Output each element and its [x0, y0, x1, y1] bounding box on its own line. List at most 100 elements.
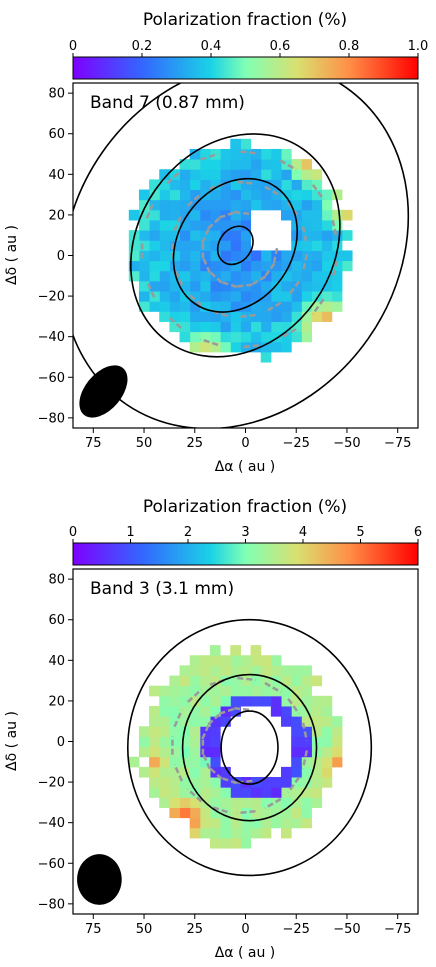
heatmap-cell	[189, 787, 201, 798]
polarization-vector	[173, 267, 184, 286]
heatmap-cell	[331, 209, 343, 221]
heatmap-cell	[149, 705, 160, 717]
heatmap-cell	[220, 655, 231, 666]
heatmap-cell	[149, 301, 160, 312]
polarization-vector	[166, 314, 182, 329]
heatmap-cell	[230, 260, 241, 272]
heatmap-cell	[250, 787, 262, 798]
heatmap-cell	[311, 675, 323, 687]
heatmap-cell	[230, 179, 241, 191]
heatmap-cell	[331, 219, 343, 231]
heatmap-cell	[189, 189, 201, 201]
x-tick-label: −75	[384, 436, 411, 451]
heatmap-cell	[199, 321, 211, 333]
heatmap-cell	[189, 260, 201, 272]
heatmap-cell	[270, 655, 282, 666]
heatmap-cell	[179, 189, 191, 201]
heatmap-cell	[230, 270, 241, 282]
heatmap-cell	[209, 756, 221, 768]
heatmap-cell	[199, 787, 211, 798]
heatmap-cell	[189, 301, 201, 312]
intensity-contour	[220, 710, 279, 785]
heatmap-cell	[179, 736, 191, 748]
heatmap-cell	[128, 756, 140, 768]
heatmap-cell	[169, 250, 181, 262]
heatmap-cell	[301, 787, 312, 798]
heatmap-cell	[220, 199, 231, 211]
polarization-vector	[219, 210, 238, 219]
heatmap-cell	[240, 250, 252, 262]
heatmap-cell	[199, 209, 211, 221]
heatmap-cell	[149, 179, 160, 191]
heatmap-cell	[281, 787, 292, 798]
polarization-vector	[201, 721, 211, 740]
heatmap-cell	[169, 321, 181, 333]
heatmap-cell	[311, 179, 323, 191]
heatmap-cell	[331, 240, 343, 251]
heatmap-cell	[209, 705, 221, 717]
heatmap-cell	[199, 766, 211, 778]
heatmap-cell	[321, 209, 333, 221]
heatmap-cell	[179, 665, 191, 677]
heatmap-cell	[250, 645, 262, 656]
y-tick-label: 80	[48, 87, 65, 102]
heatmap-cell	[281, 695, 292, 707]
heatmap-cell	[220, 675, 231, 687]
heatmap-cell	[291, 797, 302, 808]
polarization-vector	[207, 711, 223, 726]
heatmap-cell	[301, 797, 312, 808]
polarization-vector	[186, 688, 203, 703]
heatmap-cell	[209, 695, 221, 707]
heatmap-cell	[281, 199, 292, 211]
polarization-vector	[173, 763, 184, 782]
heatmap-cell	[331, 716, 343, 727]
heatmap-cell	[179, 179, 191, 191]
heatmap-cell	[291, 159, 302, 170]
heatmap-cell	[199, 169, 211, 180]
heatmap-cell	[179, 199, 191, 211]
heatmap-cell	[209, 807, 221, 819]
heatmap-cell	[199, 280, 211, 292]
heatmap-cell	[260, 179, 272, 191]
heatmap-cell	[149, 777, 160, 788]
heatmap-cell	[138, 250, 150, 262]
heatmap-cell	[169, 675, 181, 687]
heatmap-cell	[291, 766, 302, 778]
heatmap-cell	[169, 291, 181, 302]
heatmap-cell	[179, 270, 191, 282]
heatmap-cell	[250, 189, 262, 201]
heatmap-cell	[301, 766, 312, 778]
heatmap-cell	[260, 665, 272, 677]
heatmap-cell	[301, 230, 312, 241]
heatmap-cell	[159, 736, 170, 748]
heatmap-cell	[149, 766, 160, 778]
heatmap-cell	[209, 716, 221, 727]
heatmap-cell	[230, 787, 241, 798]
heatmap-cell	[260, 655, 272, 666]
heatmap-cell	[260, 695, 272, 707]
heatmap-cell	[169, 209, 181, 221]
heatmap-cell	[230, 311, 241, 322]
y-tick-label: −80	[38, 411, 65, 426]
heatmap-cell	[159, 209, 170, 221]
heatmap-cell	[179, 695, 191, 707]
heatmap-cell	[209, 189, 221, 201]
heatmap-cell	[220, 766, 231, 778]
heatmap-cell	[220, 179, 231, 191]
heatmap-cell	[281, 280, 292, 292]
heatmap-cell	[179, 746, 191, 758]
heatmap-cell	[230, 209, 241, 221]
heatmap-cell	[301, 280, 312, 292]
polarization-vector	[287, 776, 300, 794]
heatmap-cell	[311, 797, 323, 808]
heatmap-cell	[179, 230, 191, 241]
heatmap-cell	[169, 695, 181, 707]
heatmap-cell	[230, 230, 241, 241]
heatmap-cell	[321, 230, 333, 241]
heatmap-cell	[199, 240, 211, 251]
heatmap-cell	[311, 291, 323, 302]
heatmap-cell	[179, 766, 191, 778]
intensity-contour	[181, 673, 318, 822]
heatmap-cell	[260, 675, 272, 687]
heatmap-cell	[220, 159, 231, 170]
